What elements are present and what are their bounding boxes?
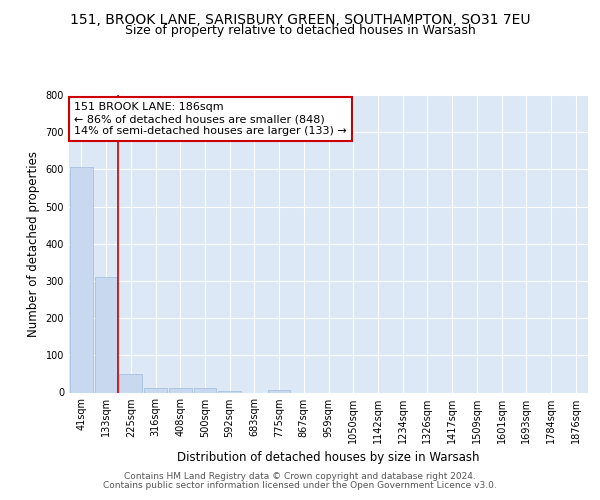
Bar [144,388,167,392]
Bar [268,390,290,392]
Bar [194,388,216,392]
Text: Size of property relative to detached houses in Warsash: Size of property relative to detached ho… [125,24,475,37]
Bar [218,390,241,392]
Bar [70,167,93,392]
X-axis label: Distribution of detached houses by size in Warsash: Distribution of detached houses by size … [177,451,480,464]
Text: 151, BROOK LANE, SARISBURY GREEN, SOUTHAMPTON, SO31 7EU: 151, BROOK LANE, SARISBURY GREEN, SOUTHA… [70,12,530,26]
Bar [169,388,191,392]
Text: Contains public sector information licensed under the Open Government Licence v3: Contains public sector information licen… [103,481,497,490]
Y-axis label: Number of detached properties: Number of detached properties [27,151,40,337]
Text: Contains HM Land Registry data © Crown copyright and database right 2024.: Contains HM Land Registry data © Crown c… [124,472,476,481]
Bar [95,277,118,392]
Text: 151 BROOK LANE: 186sqm
← 86% of detached houses are smaller (848)
14% of semi-de: 151 BROOK LANE: 186sqm ← 86% of detached… [74,102,347,136]
Bar [119,374,142,392]
